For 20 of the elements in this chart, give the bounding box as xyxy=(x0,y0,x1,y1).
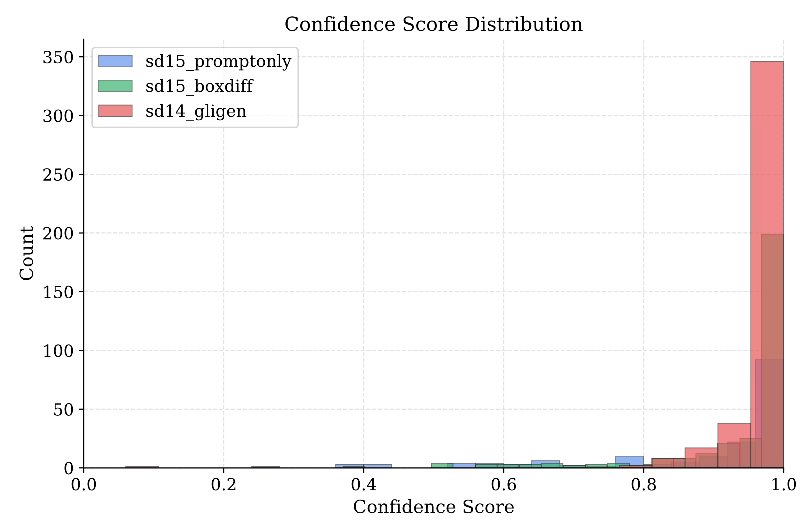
y-tick-label: 50 xyxy=(54,403,74,416)
y-tick-label: 350 xyxy=(44,51,74,64)
legend-label: sd15_boxdiff xyxy=(146,79,254,96)
y-axis-title: Count xyxy=(20,226,34,280)
x-tick-label: 0.4 xyxy=(352,478,376,491)
x-tick-label: 0.0 xyxy=(72,478,96,491)
x-tick-label: 0.8 xyxy=(632,478,656,491)
x-axis-title: Confidence Score xyxy=(354,500,514,514)
x-tick-label: 1.0 xyxy=(772,478,796,491)
x-tick-label: 0.2 xyxy=(212,478,236,491)
chart-title: Confidence Score Distribution xyxy=(286,16,583,32)
legend-label: sd14_gligen xyxy=(146,104,247,121)
legend-label: sd15_promptonly xyxy=(146,54,292,72)
y-tick-label: 200 xyxy=(44,227,74,240)
y-tick-label: 150 xyxy=(44,286,74,299)
y-tick-label: 250 xyxy=(44,168,74,182)
x-tick-label: 0.6 xyxy=(492,478,516,491)
y-tick-label: 100 xyxy=(44,344,74,358)
y-tick-label: 0 xyxy=(64,462,74,475)
y-tick-label: 300 xyxy=(44,110,74,122)
